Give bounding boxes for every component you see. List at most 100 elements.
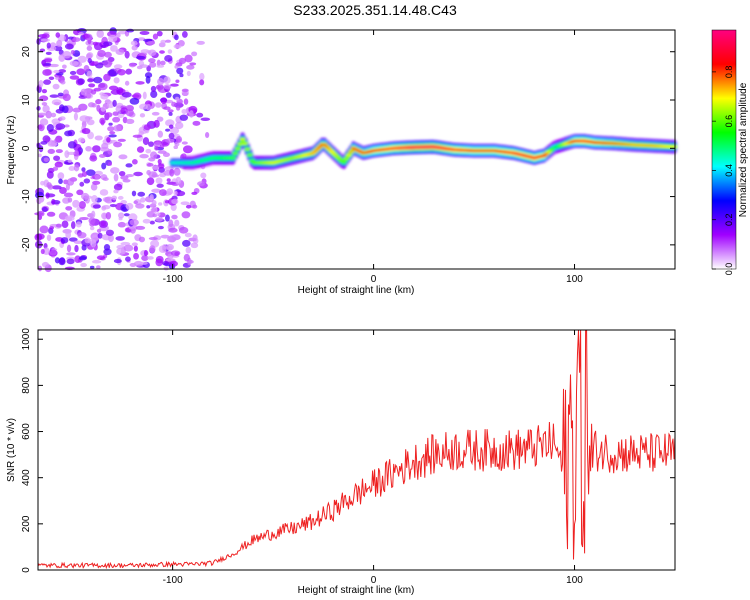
x-tick-label: -100 xyxy=(163,274,183,285)
noise-speckle xyxy=(150,207,157,213)
noise-speckle xyxy=(57,172,65,180)
noise-speckle xyxy=(94,135,103,141)
noise-speckle xyxy=(128,62,137,68)
noise-speckle xyxy=(105,229,114,236)
ridge-cell xyxy=(316,145,323,149)
noise-speckle xyxy=(141,255,149,261)
noise-speckle xyxy=(42,135,51,143)
x-tick-label: 100 xyxy=(566,575,583,586)
noise-speckle xyxy=(96,30,104,38)
noise-speckle xyxy=(72,107,82,113)
noise-speckle xyxy=(118,171,126,177)
noise-speckle xyxy=(139,30,150,35)
noise-speckle xyxy=(111,195,118,201)
noise-speckle xyxy=(174,141,180,147)
noise-speckle xyxy=(113,258,122,264)
noise-speckle xyxy=(163,84,172,90)
noise-speckle xyxy=(40,248,45,255)
noise-speckle xyxy=(159,144,165,149)
noise-speckle xyxy=(142,91,147,100)
noise-speckle xyxy=(67,197,73,203)
noise-speckle xyxy=(49,63,59,68)
noise-speckle xyxy=(44,58,53,63)
noise-speckle xyxy=(90,239,97,248)
snr-border xyxy=(37,329,676,571)
noise-speckle xyxy=(105,211,112,220)
noise-speckle xyxy=(112,99,117,107)
noise-speckle xyxy=(136,146,145,153)
noise-speckle xyxy=(158,202,163,206)
noise-speckle xyxy=(92,204,101,209)
noise-speckle xyxy=(173,167,181,176)
noise-speckle xyxy=(159,189,167,196)
noise-speckle xyxy=(192,120,201,126)
noise-speckle xyxy=(104,51,112,58)
noise-speckle xyxy=(148,171,158,178)
noise-speckle xyxy=(154,145,159,151)
ridge-cell xyxy=(311,150,319,153)
noise-speckle xyxy=(170,83,179,87)
noise-speckle xyxy=(157,158,162,165)
colorbar-ticks: 0.0 0.2 0.4 0.6 0.8 xyxy=(712,66,734,275)
noise-speckle xyxy=(135,81,145,85)
noise-speckle xyxy=(189,62,197,66)
ridge-cell xyxy=(249,159,256,163)
noise-speckle xyxy=(156,64,165,68)
noise-speckle xyxy=(77,55,87,63)
noise-speckle xyxy=(175,79,180,83)
noise-speckle xyxy=(64,150,70,159)
noise-speckle xyxy=(51,198,56,205)
noise-speckle xyxy=(174,34,179,41)
noise-speckle xyxy=(86,70,93,78)
noise-speckle xyxy=(181,88,189,93)
noise-speckle xyxy=(78,256,87,261)
noise-speckle xyxy=(185,246,192,254)
noise-speckle xyxy=(76,68,86,76)
noise-speckle xyxy=(149,220,155,225)
noise-speckle xyxy=(120,175,129,180)
noise-speckle xyxy=(176,67,184,75)
noise-speckle xyxy=(87,58,92,64)
noise-speckle xyxy=(107,161,113,166)
noise-speckle xyxy=(171,101,177,107)
noise-speckle xyxy=(41,59,47,67)
noise-speckle xyxy=(166,188,174,196)
noise-speckle xyxy=(192,204,198,209)
noise-speckle xyxy=(77,137,86,143)
noise-speckle xyxy=(103,59,112,68)
noise-speckle xyxy=(89,265,95,269)
noise-speckle xyxy=(139,64,149,68)
noise-speckle xyxy=(50,142,58,147)
noise-speckle xyxy=(41,88,48,94)
noise-speckle xyxy=(156,59,161,67)
noise-speckle xyxy=(165,258,176,262)
noise-speckle xyxy=(77,232,87,239)
ridge-cell xyxy=(545,150,553,154)
noise-speckle xyxy=(105,112,113,118)
noise-speckle xyxy=(175,96,180,101)
noise-speckle xyxy=(52,83,60,90)
ridge-cell xyxy=(328,150,335,153)
noise-speckle xyxy=(120,241,131,246)
noise-speckle xyxy=(129,219,139,226)
noise-speckle xyxy=(148,236,158,241)
noise-speckle xyxy=(181,30,188,38)
noise-speckle xyxy=(37,112,47,116)
noise-speckle xyxy=(149,245,156,254)
ridge-cell xyxy=(241,142,249,145)
noise-speckle xyxy=(113,141,123,148)
ridge-cell xyxy=(321,143,328,146)
noise-speckle xyxy=(51,118,61,125)
noise-speckle xyxy=(131,159,138,165)
ridge-cell xyxy=(345,153,352,157)
noise-speckle xyxy=(132,134,143,138)
noise-speckle xyxy=(160,234,170,239)
noise-speckle xyxy=(43,79,52,85)
frequency-ridge xyxy=(169,132,678,170)
noise-speckle xyxy=(110,45,118,52)
noise-speckle xyxy=(63,192,74,198)
noise-speckle xyxy=(103,243,111,251)
noise-speckle xyxy=(77,78,85,85)
noise-speckle xyxy=(135,203,145,209)
